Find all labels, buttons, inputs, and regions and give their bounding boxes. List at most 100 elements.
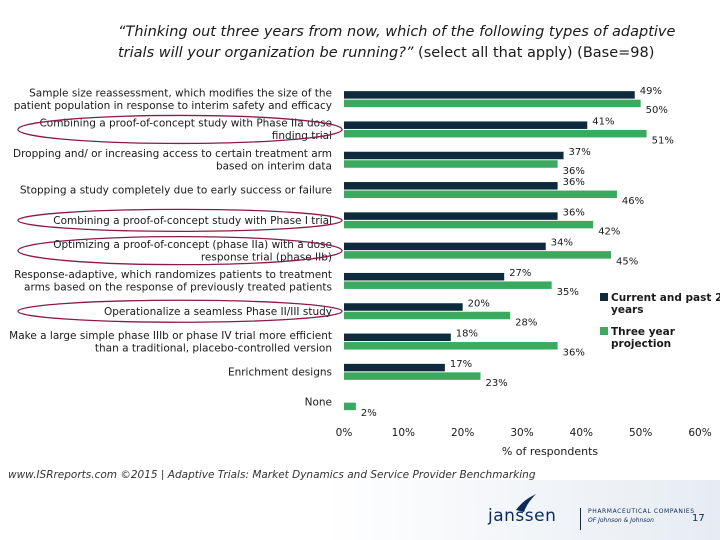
- category-label: Operationalize a seamless Phase II/III s…: [104, 306, 332, 318]
- category-label: Combining a proof-of-concept study with …: [39, 118, 332, 130]
- category-label: arms based on the response of previously…: [24, 282, 332, 294]
- category-label: patient population in response to interi…: [14, 100, 332, 112]
- category-group: Dropping and/ or increasing access to ce…: [13, 147, 591, 177]
- highlight-ellipse: [17, 299, 343, 323]
- bar-projection: [344, 99, 641, 108]
- bar-projection: [344, 160, 558, 168]
- category-label: Enrichment designs: [228, 366, 332, 378]
- category-label: Dropping and/ or increasing access to ce…: [13, 148, 332, 160]
- category-label: Sample size reassessment, which modifies…: [29, 87, 332, 99]
- bar-value-label: 37%: [569, 147, 591, 158]
- bar-current: [344, 182, 558, 190]
- legend-swatch: [600, 293, 608, 301]
- bar-value-label: 45%: [616, 257, 638, 268]
- bar-chart: Sample size reassessment, which modifies…: [9, 86, 720, 458]
- bar-value-label: 49%: [640, 86, 662, 97]
- chart-question-suffix: (select all that apply) (Base=98): [418, 45, 655, 61]
- bar-value-label: 50%: [646, 105, 668, 116]
- category-group: Stopping a study completely due to early…: [20, 177, 644, 207]
- highlight-ellipse: [17, 235, 343, 266]
- bar-projection: [344, 251, 611, 259]
- bar-current: [344, 303, 463, 311]
- category-group: Combining a proof-of-concept study with …: [17, 207, 620, 237]
- x-tick-label: 40%: [570, 427, 593, 439]
- bar-value-label: 34%: [551, 238, 573, 249]
- legend-label: Current and past 2: [611, 292, 720, 304]
- legend-label: Three year: [611, 326, 676, 338]
- x-tick-label: 30%: [510, 427, 533, 439]
- category-group: Sample size reassessment, which modifies…: [14, 86, 668, 116]
- bar-projection: [344, 281, 552, 289]
- logo-tagline: PHARMACEUTICAL COMPANIES: [588, 508, 695, 515]
- category-label: Response-adaptive, which randomizes pati…: [14, 269, 332, 281]
- page-number: 17: [692, 513, 705, 524]
- bar-value-label: 20%: [468, 298, 490, 309]
- category-group: Combining a proof-of-concept study with …: [17, 114, 674, 146]
- bar-projection: [344, 129, 647, 138]
- chart-question: “Thinking out three years from now, whic…: [118, 24, 676, 61]
- source-citation: www.ISRreports.com ©2015 | Adaptive Tria…: [8, 469, 536, 481]
- category-label: Make a large simple phase IIIb or phase …: [9, 330, 332, 342]
- bar-projection: [344, 220, 594, 229]
- bar-current: [344, 363, 445, 372]
- bar-current: [344, 121, 588, 129]
- legend-label: years: [611, 304, 643, 316]
- x-tick-label: 20%: [451, 427, 474, 439]
- janssen-swoosh-icon: [516, 494, 536, 512]
- category-group: Enrichment designs 17% 23%: [228, 359, 508, 389]
- highlight-ellipse: [17, 208, 343, 233]
- category-label: finding trial: [272, 130, 332, 142]
- bar-value-label: 36%: [563, 348, 585, 359]
- logo-divider: [580, 508, 581, 530]
- highlight-ellipse: [17, 114, 343, 145]
- bar-projection: [344, 372, 481, 380]
- bar-value-label: 36%: [563, 177, 585, 188]
- category-group: None 2%: [305, 397, 377, 420]
- bar-current: [344, 212, 558, 220]
- bar-value-label: 28%: [515, 317, 537, 328]
- logo-tagline-jnj: OF Johnson & Johnson: [588, 517, 654, 524]
- bar-value-label: 27%: [509, 268, 531, 279]
- bar-projection: [344, 342, 558, 350]
- janssen-logo: janssen: [488, 506, 557, 526]
- category-label: Optimizing a proof-of-concept (phase IIa…: [53, 239, 332, 251]
- legend-swatch: [600, 327, 608, 335]
- category-group: Response-adaptive, which randomizes pati…: [14, 268, 579, 298]
- category-group: Optimizing a proof-of-concept (phase IIa…: [17, 235, 638, 268]
- x-tick-label: 60%: [688, 427, 711, 439]
- category-label: response trial (phase IIb): [201, 251, 332, 263]
- category-label: Combining a proof-of-concept study with …: [53, 215, 332, 227]
- bar-projection: [344, 190, 617, 199]
- bar-value-label: 51%: [652, 135, 674, 146]
- category-label: Stopping a study completely due to early…: [20, 185, 332, 197]
- bar-value-label: 42%: [598, 226, 620, 237]
- bar-current: [344, 333, 451, 342]
- bar-projection: [344, 402, 356, 411]
- legend-label: projection: [611, 338, 671, 350]
- x-axis-title: % of respondents: [502, 445, 599, 458]
- category-group: Operationalize a seamless Phase II/III s…: [17, 298, 537, 328]
- category-group: Make a large simple phase IIIb or phase …: [9, 329, 585, 359]
- bar-projection: [344, 311, 511, 320]
- bar-value-label: 46%: [622, 196, 644, 207]
- bar-value-label: 23%: [485, 378, 507, 389]
- bar-value-label: 18%: [456, 329, 478, 340]
- bar-value-label: 41%: [592, 116, 614, 127]
- footer-band: [0, 480, 720, 540]
- bar-value-label: 35%: [557, 287, 579, 298]
- category-label: than a traditional, placebo-controlled v…: [95, 342, 332, 354]
- category-label: None: [305, 397, 332, 409]
- x-tick-label: 50%: [629, 427, 652, 439]
- bar-current: [344, 91, 635, 99]
- bar-current: [344, 242, 546, 251]
- category-label: based on interim data: [216, 161, 332, 173]
- bar-value-label: 36%: [563, 207, 585, 218]
- x-tick-label: 10%: [392, 427, 415, 439]
- chart-title: “Thinking out three years from now, whic…: [118, 22, 708, 64]
- bar-value-label: 2%: [361, 408, 377, 419]
- bar-current: [344, 151, 564, 160]
- bar-value-label: 17%: [450, 359, 472, 370]
- bar-current: [344, 272, 505, 281]
